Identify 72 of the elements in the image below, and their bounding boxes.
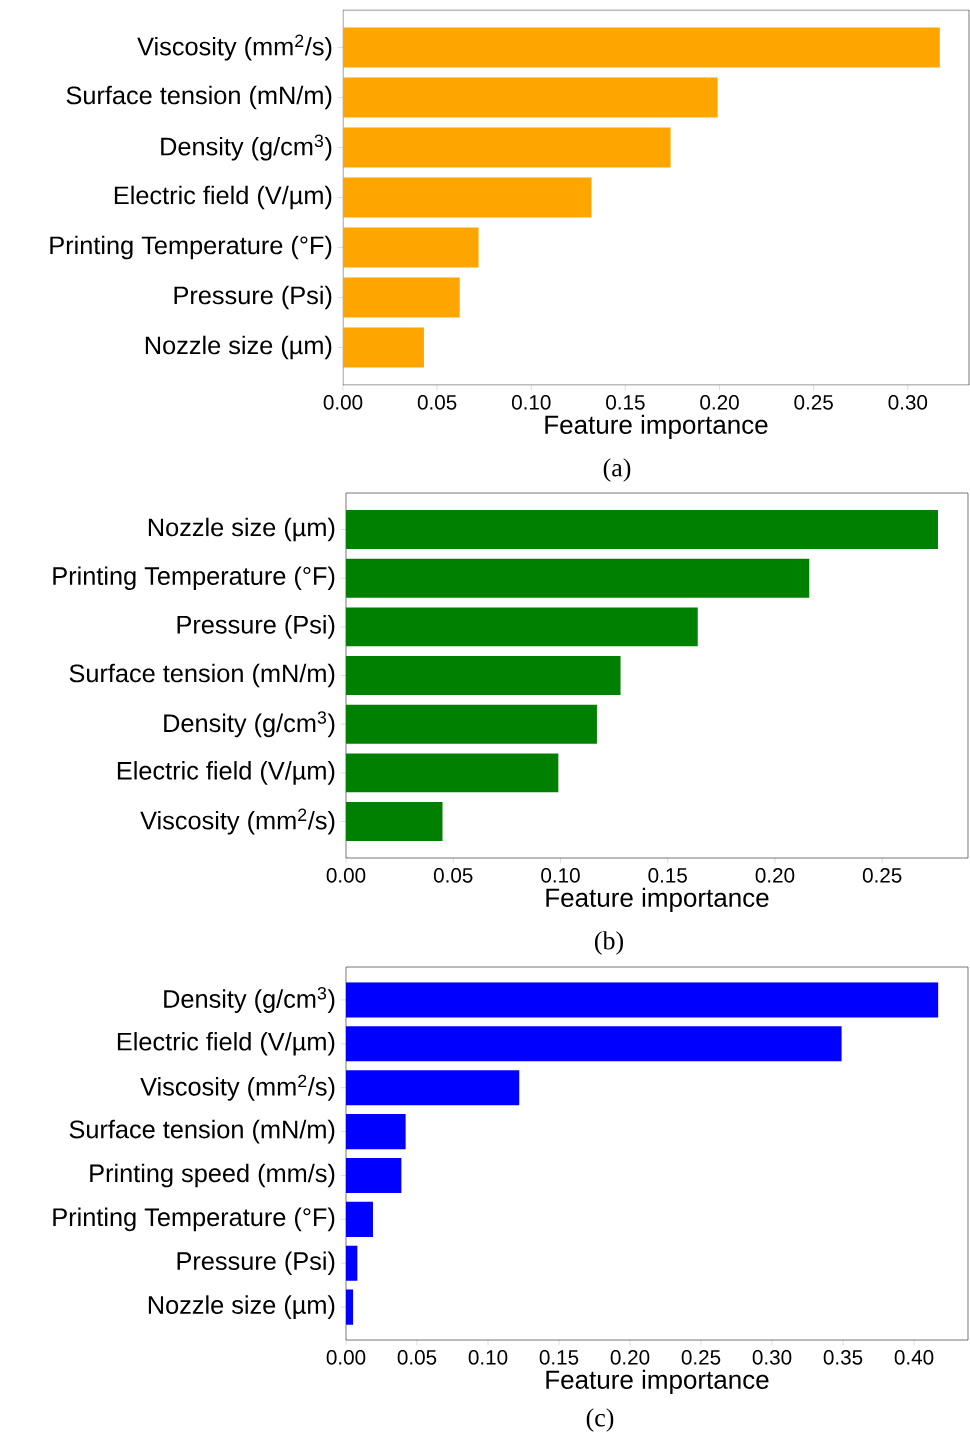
bar (343, 177, 592, 218)
text: (b) (594, 931, 624, 955)
bar (346, 802, 443, 841)
bar (346, 607, 698, 647)
y-tick-label: Printing speed (mm/s) (90, 1163, 335, 1188)
y-tick-label: Surface tension (mN/m) (69, 1119, 335, 1144)
x-tick-label: 0.00 (326, 1350, 366, 1365)
y-tick-label: Surface tension (mN/m) (69, 663, 335, 688)
x-tick-label: 0.20 (755, 868, 795, 883)
bar (346, 1070, 520, 1106)
x-axis-title: Feature importance (545, 414, 768, 440)
bar (346, 1114, 406, 1150)
x-tick-label: 0.05 (397, 1350, 437, 1365)
y-tick-label: Printing Temperature (°F) (50, 235, 332, 260)
y-tick-label: Nozzle size (µm) (148, 1295, 335, 1319)
y-tick-label: Density (g/cm$^{3}$) (164, 711, 335, 738)
x-axis-title: Feature importance (546, 887, 769, 913)
x-tick-label: 0.25 (681, 1350, 721, 1365)
y-tick-label: Density (g/cm$^{3}$) (164, 986, 335, 1013)
bar (346, 1157, 402, 1194)
x-tick-label: 0.10 (511, 395, 551, 410)
x-tick-label: 0.15 (648, 868, 687, 883)
y-tick-label: Pressure (Psi) (177, 615, 335, 639)
x-tick-label: 0.20 (610, 1350, 650, 1365)
y-tick-label: Pressure (Psi) (174, 285, 332, 310)
y-tick-label: Viscosity (mm$^{2}$/s) (137, 34, 332, 61)
bar (346, 510, 938, 549)
bar (343, 127, 671, 168)
y-tick-label: Electric field (V/µm) (117, 1032, 335, 1056)
y-tick-label: Nozzle size (µm) (148, 517, 335, 542)
x-tick-label: 0.30 (888, 395, 928, 410)
text: (a) (603, 458, 631, 482)
bar (346, 1026, 842, 1062)
y-tick-label: Surface tension (mN/m) (66, 85, 332, 110)
x-tick-label: 0.05 (433, 868, 473, 883)
x-tick-label: 0.15 (606, 395, 645, 410)
bar (346, 1289, 354, 1325)
bar (346, 1245, 358, 1281)
x-tick-label: 0.00 (323, 395, 363, 410)
x-tick-label: 0.15 (539, 1350, 579, 1365)
x-tick-label: 0.25 (794, 395, 833, 410)
x-tick-label: 0.35 (823, 1350, 863, 1365)
y-tick-label: Printing Temperature (°F) (53, 1207, 335, 1232)
x-tick-label: 0.40 (894, 1350, 934, 1365)
bar (343, 27, 940, 68)
bar (346, 558, 810, 598)
y-tick-label: Printing Temperature (°F) (53, 566, 335, 590)
bar (346, 982, 939, 1018)
x-tick-label: 0.25 (862, 868, 902, 883)
bar (343, 227, 479, 268)
bar (346, 704, 597, 744)
bar (346, 656, 621, 695)
x-axis-title: Feature importance (546, 1369, 769, 1395)
y-tick-label: Viscosity (mm$^{2}$/s) (140, 808, 335, 835)
bar (343, 327, 424, 368)
bar (343, 77, 718, 118)
y-tick-label: Viscosity (mm$^{2}$/s) (140, 1074, 335, 1101)
bar (346, 1201, 373, 1237)
x-tick-label: 0.30 (752, 1350, 792, 1365)
x-tick-label: 0.10 (468, 1350, 508, 1365)
y-tick-label: Nozzle size (µm) (145, 335, 332, 360)
x-tick-label: 0.10 (541, 868, 580, 883)
y-tick-label: Electric field (V/µm) (114, 185, 332, 210)
y-tick-label: Pressure (Psi) (177, 1251, 335, 1276)
text: (c) (586, 1408, 614, 1432)
y-tick-label: Electric field (V/µm) (117, 761, 335, 785)
x-tick-label: 0.00 (326, 868, 366, 883)
bar (343, 277, 460, 318)
x-tick-label: 0.20 (700, 395, 739, 410)
y-tick-label: Density (g/cm$^{3}$) (161, 134, 332, 161)
x-tick-label: 0.05 (417, 395, 457, 410)
bar (346, 753, 559, 793)
